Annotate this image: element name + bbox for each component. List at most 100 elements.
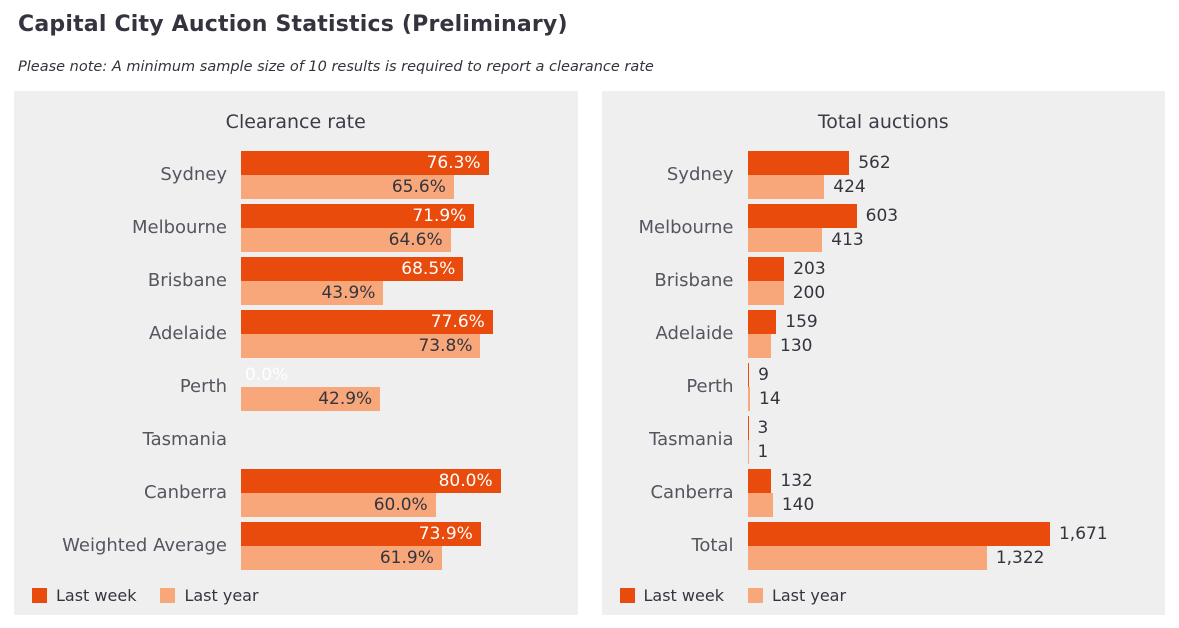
bar-track: 132 [747,469,1154,493]
value-label: 42.9% [318,389,373,409]
category-label: Weighted Average [62,535,227,557]
category-label: Sydney [666,164,734,186]
last-week-swatch-icon [32,588,47,603]
value-label: 77.6% [430,312,485,332]
last-year-bar [241,281,384,305]
value-label: 71.9% [412,206,467,226]
bar-group: 73.9% 61.9% [241,522,566,570]
bar-group: 603 413 [747,204,1154,252]
bar-group: 76.3% 65.6% [241,151,566,199]
category-label: Brisbane [147,270,227,292]
page: Capital City Auction Statistics (Prelimi… [14,12,1165,615]
chart-row-melbourne: Melbourne 71.9% 64.6% [26,204,566,252]
value-label: 68.5% [401,259,456,279]
bar-track: 1,322 [747,546,1154,570]
total-auctions-legend: Last week Last year [619,586,1154,605]
bar-group: 71.9% 64.6% [241,204,566,252]
chart-row-tasmania: Tasmania [26,416,566,464]
last-year-bar [241,546,442,570]
last-year-bar [241,228,451,252]
last-week-bar [241,257,464,281]
category-label: Tasmania [142,429,227,451]
value-label: 603 [865,206,899,226]
total-auctions-title: Total auctions [817,111,949,133]
value-label: 140 [781,495,815,515]
value-label: 424 [833,177,866,197]
last-year-bar [747,281,784,305]
bar-track: 76.3% [241,151,566,175]
category-label: Melbourne [131,217,227,239]
last-year-bar [747,334,772,358]
value-label: 200 [792,283,826,303]
value-label: 60.0% [373,495,428,515]
last-week-bar [747,257,785,281]
charts-container: Clearance rate Sydney 76.3% 65.6% Melbourne… [14,91,1165,615]
last-year-bar [747,175,825,199]
bar-group: 132 140 [747,469,1154,517]
chart-row-melbourne: Melbourne 603 413 [614,204,1154,252]
bar-track: 413 [747,228,1154,252]
value-label: 159 [785,312,818,332]
value-label: 76.3% [426,153,481,173]
chart-row-sydney: Sydney 76.3% 65.6% [26,151,566,199]
chart-row-brisbane: Brisbane 203 200 [614,257,1154,305]
last-year-bar [747,546,987,570]
value-label: 130 [780,336,813,356]
last-week-bar [747,310,777,334]
last-year-swatch-icon [747,588,763,603]
bar-track: 9 [747,363,1154,387]
bar-track: 77.6% [241,310,566,334]
bar-track: 64.6% [241,228,566,252]
legend-label-last-year: Last year [184,586,259,605]
bar-track: 1,671 [747,522,1154,546]
category-label: Sydney [160,164,227,186]
value-label: 65.6% [391,177,446,197]
bar-group: 9 14 [747,363,1154,411]
last-year-bar [747,228,823,252]
value-label: 1,671 [1058,524,1108,544]
value-label: 9 [758,365,769,385]
bar-track [241,440,566,464]
last-year-bar [241,175,454,199]
bar-track: 159 [747,310,1154,334]
last-year-bar [747,440,749,464]
chart-row-tasmania: Tasmania 3 1 [614,416,1154,464]
value-label: 43.9% [321,283,376,303]
total-auctions-plot: Sydney 562 424 Melbourne 603 413 Brisbane 203 20… [614,151,1154,570]
last-week-bar [747,469,772,493]
last-week-bar [241,469,501,493]
page-title: Capital City Auction Statistics (Prelimi… [18,12,568,37]
last-week-bar [241,310,493,334]
last-week-bar [747,416,749,440]
value-label: 562 [858,153,891,173]
bar-group: 1,671 1,322 [747,522,1154,570]
value-label: 80.0% [438,471,493,491]
chart-row-total: Total 1,671 1,322 [614,522,1154,570]
category-label: Tasmania [649,429,734,451]
last-week-swatch-icon [619,588,635,603]
bar-track: 73.8% [241,334,566,358]
bar-track: 43.9% [241,281,566,305]
chart-row-adelaide: Adelaide 77.6% 73.8% [26,310,566,358]
clearance-rate-legend: Last week Last year [32,586,566,605]
last-week-bar [747,363,750,387]
last-week-bar [747,522,1050,546]
legend-label-last-year: Last year [771,586,847,605]
last-week-bar [241,204,475,228]
last-year-swatch-icon [160,588,176,603]
chart-row-brisbane: Brisbane 68.5% 43.9% [26,257,566,305]
bar-group: 68.5% 43.9% [241,257,566,305]
value-label: 3 [757,418,769,438]
last-week-bar [747,151,850,175]
chart-row-canberra: Canberra 80.0% 60.0% [26,469,566,517]
bar-track: 61.9% [241,546,566,570]
bar-track: 65.6% [241,175,566,199]
bar-group: 203 200 [747,257,1154,305]
bar-track: 603 [747,204,1154,228]
last-week-bar [241,522,481,546]
category-label: Perth [686,376,734,398]
bar-track: 3 [747,416,1154,440]
last-year-bar [747,493,773,517]
chart-row-sydney: Sydney 562 424 [614,151,1154,199]
bar-track: 424 [747,175,1154,199]
